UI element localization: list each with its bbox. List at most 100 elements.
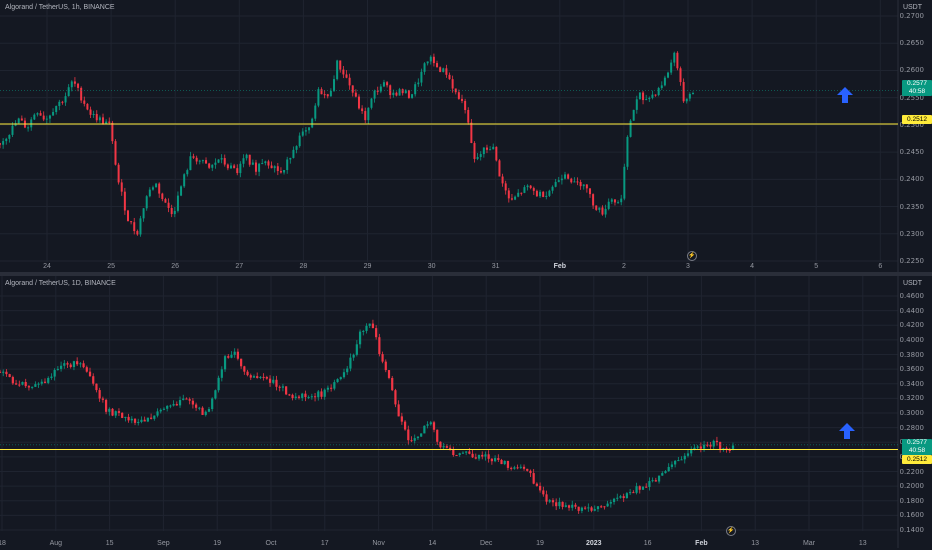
candle-body[interactable] [139,218,142,235]
candle-body[interactable] [432,422,436,430]
candle-body[interactable] [256,376,259,378]
candle-body[interactable] [467,110,470,123]
candle-body[interactable] [579,182,582,187]
candle-body[interactable] [731,445,735,450]
candle-body[interactable] [429,422,432,425]
candle-body[interactable] [111,122,114,142]
candle-body[interactable] [651,480,654,482]
candle-body[interactable] [173,210,176,215]
candle-body[interactable] [498,160,501,177]
candle-body[interactable] [329,90,332,97]
candle-body[interactable] [451,79,454,89]
candle-body[interactable] [195,157,198,162]
candle-body[interactable] [70,81,73,88]
candle-body[interactable] [249,375,252,378]
candle-body[interactable] [436,63,439,68]
candle-body[interactable] [86,103,89,110]
candle-body[interactable] [89,109,92,115]
candle-body[interactable] [36,113,39,115]
candle-body[interactable] [432,56,435,64]
candle-body[interactable] [682,82,685,102]
candle-body[interactable] [117,164,120,183]
candle-body[interactable] [616,497,619,499]
candle-body[interactable] [320,89,323,95]
candle-body[interactable] [625,493,629,499]
candle-body[interactable] [510,467,513,469]
candle-body[interactable] [404,90,407,94]
candle-body[interactable] [561,501,564,507]
candle-body[interactable] [673,52,676,63]
candle-body[interactable] [629,120,632,137]
candle-body[interactable] [105,121,108,124]
candle-body[interactable] [294,396,297,399]
daily-chart-canvas[interactable] [0,276,932,550]
candle-body[interactable] [285,386,288,395]
candle-body[interactable] [230,354,233,358]
candle-body[interactable] [361,108,364,112]
candle-body[interactable] [645,99,648,101]
candle-body[interactable] [301,131,304,136]
candle-body[interactable] [452,449,455,456]
candle-body[interactable] [686,453,690,456]
candle-body[interactable] [188,399,191,401]
candle-body[interactable] [420,71,423,83]
candle-body[interactable] [635,486,638,493]
candle-body[interactable] [0,143,1,145]
candle-body[interactable] [680,459,683,461]
candle-body[interactable] [333,79,336,91]
candle-body[interactable] [641,486,645,490]
candle-body[interactable] [558,501,561,507]
candle-body[interactable] [607,201,610,209]
candle-body[interactable] [395,92,398,96]
candle-body[interactable] [72,361,76,368]
candle-body[interactable] [484,454,487,457]
candle-body[interactable] [45,118,48,120]
candle-body[interactable] [83,100,86,104]
candle-body[interactable] [11,377,14,384]
candle-body[interactable] [557,180,560,182]
candle-body[interactable] [439,67,442,72]
candle-body[interactable] [59,365,63,369]
candle-body[interactable] [368,323,371,326]
lightning-icon[interactable]: ⚡ [687,251,697,261]
candle-body[interactable] [0,371,2,373]
candle-body[interactable] [283,169,286,173]
candle-body[interactable] [48,115,51,119]
candle-body[interactable] [317,89,320,106]
candle-body[interactable] [204,411,207,415]
candle-body[interactable] [657,475,661,482]
candle-body[interactable] [554,181,557,187]
candle-body[interactable] [479,154,482,157]
candle-body[interactable] [111,408,114,416]
candle-body[interactable] [454,88,457,93]
candle-body[interactable] [320,391,323,397]
candle-body[interactable] [632,109,635,121]
candle-body[interactable] [635,99,638,110]
candle-body[interactable] [298,135,301,147]
candle-body[interactable] [79,363,82,365]
candle-body[interactable] [400,416,403,422]
candle-body[interactable] [189,156,192,171]
candle-body[interactable] [485,147,488,150]
candle-body[interactable] [448,74,451,80]
candle-body[interactable] [214,390,217,399]
candle-body[interactable] [286,159,289,170]
candle-body[interactable] [301,393,304,398]
candle-body[interactable] [407,429,410,441]
candle-body[interactable] [384,361,387,371]
candle-body[interactable] [258,163,261,172]
candle-body[interactable] [600,506,603,508]
candle-body[interactable] [251,162,254,165]
candle-body[interactable] [610,199,613,202]
candle-body[interactable] [532,188,535,191]
candle-body[interactable] [246,371,249,376]
candle-body[interactable] [654,480,657,482]
candle-body[interactable] [304,130,307,132]
candle-body[interactable] [98,390,101,399]
candle-body[interactable] [58,101,61,107]
candle-body[interactable] [92,376,95,384]
candle-body[interactable] [288,394,291,396]
candle-body[interactable] [501,176,504,184]
candle-body[interactable] [398,89,401,96]
candle-body[interactable] [663,77,666,86]
